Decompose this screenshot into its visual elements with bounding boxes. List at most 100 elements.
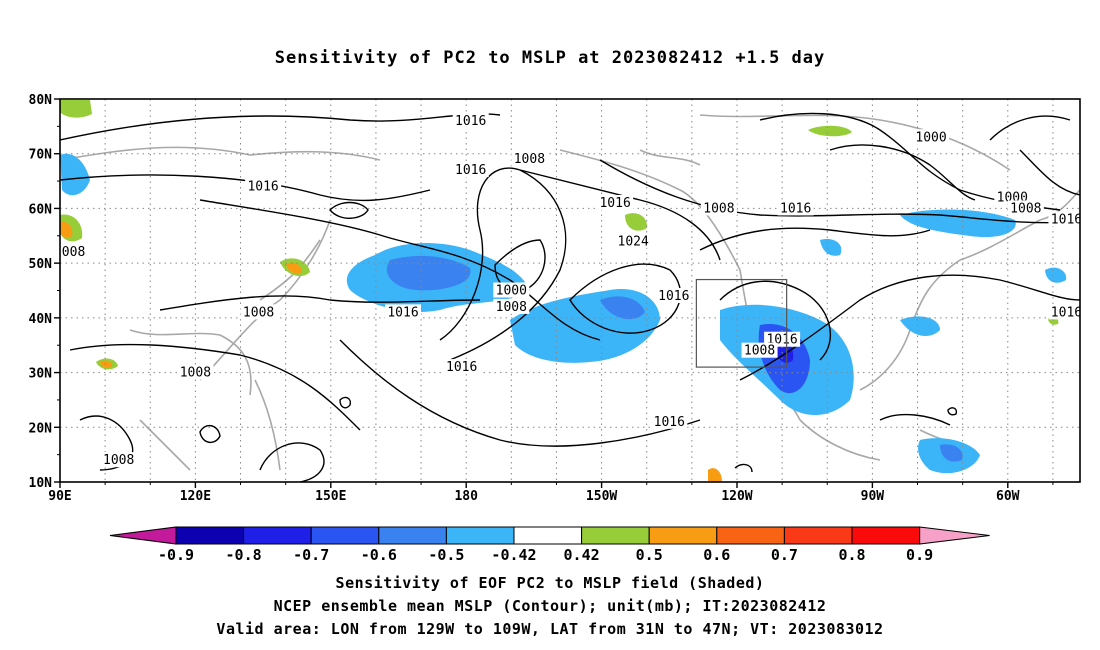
- colorbar-label: 0.5: [636, 546, 663, 564]
- contour-label-bg: [100, 452, 137, 468]
- contour-label-bg: [913, 129, 950, 145]
- longitude-axis: 90E 120E 150E 180 150W 120W 90W 60W: [48, 482, 1054, 500]
- lat-lon-grid: [60, 99, 1080, 482]
- contour-label: 008: [62, 245, 85, 260]
- colorbar-box: [378, 526, 447, 545]
- contour-label: 1016: [446, 360, 477, 375]
- lat-tick-label: 60N: [29, 202, 53, 217]
- colorbar-label: -0.8: [226, 546, 262, 564]
- contour-label: 1016: [455, 163, 486, 178]
- contour-label: 1016: [1051, 212, 1082, 227]
- contour-label: 1008: [496, 300, 527, 315]
- contour-label: 1008: [744, 344, 775, 359]
- sensitivity-shading: [60, 100, 1067, 482]
- contour-label-bg: [1007, 200, 1044, 216]
- map-frame: [59, 98, 1081, 483]
- colorbar-box: [648, 526, 718, 545]
- contour-label-bg: [443, 359, 480, 375]
- contour-label: 1008: [703, 201, 734, 216]
- mslp-contours: [60, 112, 1080, 482]
- lon-tick-label: 120E: [180, 489, 211, 500]
- lon-tick-label: 90W: [861, 489, 885, 500]
- lon-tick-label: 120W: [721, 489, 752, 500]
- lat-tick-label: 70N: [29, 148, 53, 163]
- contour-label-bg: [655, 287, 692, 303]
- colorbar-label: -0.42: [491, 546, 536, 564]
- contour-label-bg: [651, 413, 688, 429]
- contour-label-bg: [741, 342, 778, 358]
- colorbar-label: -0.5: [428, 546, 464, 564]
- colorbar-label: 0.42: [564, 546, 600, 564]
- contour-label-bg: [597, 194, 634, 210]
- colorbar-high-extension: [919, 526, 990, 545]
- contour-label-bg: [493, 282, 530, 298]
- contour-label-bg: [511, 151, 548, 167]
- lon-tick-label: 60W: [996, 489, 1020, 500]
- lon-tick-label: 180: [454, 489, 478, 500]
- contour-label-bg: [700, 200, 737, 216]
- colorbar-box: [243, 526, 312, 545]
- contour-label: 1000: [496, 284, 527, 299]
- lat-tick-label: 20N: [29, 421, 53, 436]
- colorbar-box: [581, 526, 650, 545]
- contour-label-bg: [1048, 211, 1080, 227]
- lat-tick-label: 50N: [29, 257, 53, 272]
- contour-label-bg: [1048, 304, 1080, 320]
- contour-label: 1016: [247, 180, 278, 195]
- colorbar-box: [783, 526, 853, 545]
- contour-label: 1016: [780, 201, 811, 216]
- colorbar-box: [851, 526, 921, 545]
- contour-label: 1008: [180, 366, 211, 381]
- footer-caption-contour: NCEP ensemble mean MSLP (Contour); unit(…: [273, 597, 827, 615]
- contour-label-bg: [452, 162, 489, 178]
- contour-label: 1008: [514, 152, 545, 167]
- colorbar-label: -0.6: [361, 546, 397, 564]
- colorbar-label: 0.6: [703, 546, 730, 564]
- lon-tick-label: 150E: [315, 489, 346, 500]
- contour-label: 1016: [1051, 305, 1082, 320]
- colorbar-box: [175, 526, 245, 545]
- contour-label-bg: [240, 304, 277, 320]
- contour-label: 1016: [387, 305, 418, 320]
- contour-label-bg: [177, 364, 214, 380]
- contour-label: 1008: [1010, 201, 1041, 216]
- latitude-axis: 80N 70N 60N 50N 40N 30N 20N 10N: [29, 93, 60, 491]
- contour-label-bg: [615, 233, 652, 249]
- contour-label-bg: [452, 112, 489, 128]
- contour-label-bg: [245, 178, 282, 194]
- map-title: Sensitivity of PC2 to MSLP at 2023082412…: [274, 48, 826, 68]
- contour-label: 1016: [658, 289, 689, 304]
- colorbar-label: 0.8: [838, 546, 865, 564]
- lat-tick-label: 10N: [29, 476, 53, 491]
- footer-caption-shading: Sensitivity of EOF PC2 to MSLP field (Sh…: [335, 574, 765, 592]
- colorbar-low-extension: [109, 526, 177, 545]
- contour-label: 1008: [103, 453, 134, 468]
- contour-label-bg: [60, 244, 88, 260]
- colorbar-label: 0.9: [906, 546, 933, 564]
- contour-label: 1008: [243, 305, 274, 320]
- lat-tick-label: 80N: [29, 93, 53, 108]
- contour-label: 1000: [915, 130, 946, 145]
- lon-tick-label: 90E: [48, 489, 71, 500]
- contour-label: 1024: [618, 234, 649, 249]
- colorbar-label: 0.7: [771, 546, 798, 564]
- colorbar-box: [513, 526, 583, 545]
- lat-tick-label: 30N: [29, 367, 53, 382]
- lon-tick-label: 150W: [586, 489, 617, 500]
- colorbar-label: -0.9: [158, 546, 194, 564]
- contour-label-bg: [385, 304, 422, 320]
- lat-tick-label: 40N: [29, 312, 53, 327]
- contour-label-bg: [493, 298, 530, 314]
- colorbar: -0.9 -0.8 -0.7 -0.6 -0.5 -0.42 0.42 0.5 0.6 0.7 0.…: [109, 526, 990, 564]
- contour-label: 1016: [599, 196, 630, 211]
- contour-label-bg: [777, 200, 814, 216]
- contour-label: 1016: [654, 415, 685, 430]
- footer-caption-valid-area: Valid area: LON from 129W to 109W, LAT f…: [216, 620, 884, 638]
- colorbar-box: [445, 526, 515, 545]
- valid-area-box: [695, 278, 788, 368]
- colorbar-box: [716, 526, 785, 545]
- colorbar-label: -0.7: [293, 546, 329, 564]
- colorbar-box: [310, 526, 380, 545]
